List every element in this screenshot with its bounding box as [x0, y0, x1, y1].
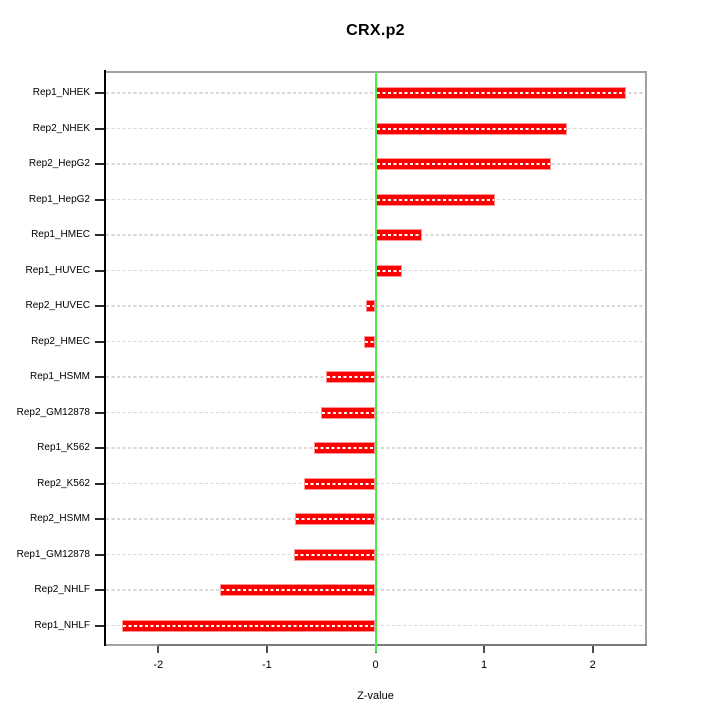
x-axis-tick-label: 2	[589, 659, 596, 671]
bar-center-dash	[376, 127, 566, 130]
bar-center-dash	[364, 340, 375, 343]
y-axis-label: Rep2_GM12878	[16, 406, 90, 418]
bar	[303, 477, 376, 490]
y-axis-label: Rep1_K562	[37, 442, 90, 453]
plot-area: -2 -1 0 1 2	[95, 70, 647, 671]
bar-center-dash	[376, 234, 422, 236]
y-axis-tick	[95, 518, 104, 520]
x-axis-tick	[265, 646, 268, 653]
bar	[220, 584, 376, 596]
y-axis-label: Rep1_HepG2	[28, 193, 90, 205]
x-axis-tick-label: 0	[372, 659, 379, 671]
bar-center-dash	[366, 305, 375, 307]
y-axis-label: Rep1_HMEC	[31, 229, 90, 240]
chart-title: CRX.p2	[346, 22, 405, 39]
bar-center-dash	[296, 518, 375, 520]
y-axis-label: Rep2_NHLF	[34, 584, 90, 595]
bar-center-dash	[295, 553, 375, 556]
zero-line	[374, 72, 377, 652]
bar-center-dash	[376, 92, 626, 94]
bar-center-dash	[326, 376, 375, 378]
bar-center-dash	[376, 198, 494, 201]
y-axis-tick	[95, 376, 104, 378]
y-axis-label: Rep1_HUVEC	[25, 264, 90, 276]
x-axis-tick-label: -2	[153, 659, 164, 671]
y-axis-tick	[95, 340, 104, 343]
x-axis-tick-label: 1	[481, 659, 488, 671]
bar-center-dash	[314, 447, 375, 449]
y-axis-tick	[95, 305, 104, 307]
bar-center-dash	[221, 589, 375, 591]
y-axis-tick	[95, 482, 104, 485]
y-axis-line	[104, 70, 106, 646]
bar	[122, 619, 376, 632]
y-axis-label: Rep2_HMEC	[31, 335, 90, 347]
bar-center-dash	[322, 411, 375, 414]
y-axis-tick	[95, 198, 104, 201]
y-axis-tick	[95, 234, 104, 236]
y-axis-tick	[95, 127, 104, 130]
bar-center-dash	[376, 163, 551, 165]
x-axis-tick	[591, 646, 594, 653]
bar	[313, 442, 376, 454]
bar	[325, 371, 376, 383]
x-axis-title: Z-value	[357, 690, 394, 702]
y-axis-tick	[95, 411, 104, 414]
y-axis-tick	[95, 447, 104, 449]
bar-center-dash	[123, 624, 375, 627]
y-axis-label: Rep2_HepG2	[28, 158, 90, 169]
x-axis-line	[158, 644, 647, 646]
x-axis-tick	[483, 646, 486, 653]
y-axis-tick	[95, 163, 104, 165]
y-axis-tick	[95, 553, 104, 556]
bar-center-dash	[376, 269, 401, 272]
bar-center-dash	[304, 482, 375, 485]
y-axis-tick	[95, 624, 104, 627]
y-axis-label: Rep2_NHEK	[32, 122, 90, 134]
x-axis-tick	[157, 646, 160, 653]
y-axis-tick	[95, 269, 104, 272]
y-axis-tick	[95, 92, 104, 94]
y-axis-label: Rep1_NHLF	[34, 619, 90, 631]
y-axis-label: Rep2_HUVEC	[25, 300, 90, 311]
x-axis-tick-label: -1	[262, 659, 272, 671]
y-axis-tick	[95, 589, 104, 591]
y-axis-label: Rep2_HSMM	[29, 513, 90, 524]
y-axis-label: Rep1_NHEK	[32, 87, 90, 98]
y-axis-label: Rep1_HSMM	[29, 371, 90, 382]
y-axis-label: Rep1_GM12878	[16, 548, 90, 560]
y-axis-label: Rep2_K562	[37, 477, 90, 489]
